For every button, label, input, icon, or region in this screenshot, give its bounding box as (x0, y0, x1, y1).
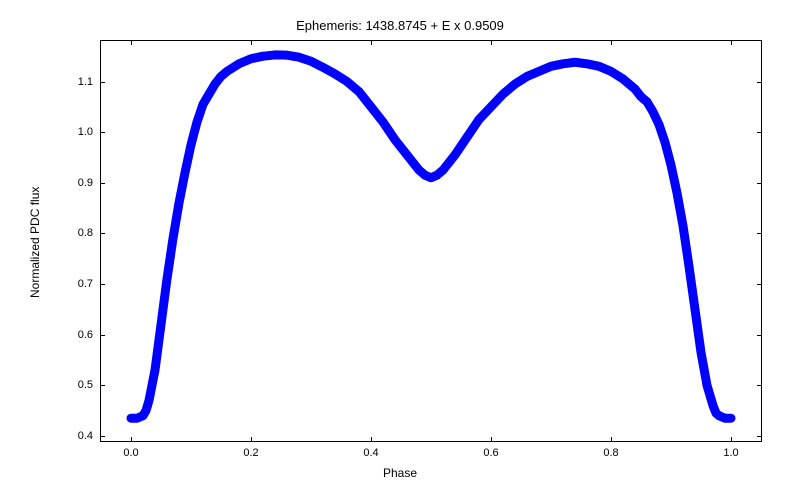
y-tick (757, 183, 762, 184)
y-tick (757, 436, 762, 437)
y-tick-label: 1.1 (78, 76, 101, 88)
y-tick (757, 335, 762, 336)
y-tick-label: 0.5 (78, 379, 101, 391)
x-tick (731, 40, 732, 45)
x-tick-label: 1.0 (723, 441, 738, 459)
x-tick-label: 0.2 (243, 441, 258, 459)
x-tick-label: 0.6 (483, 441, 498, 459)
x-tick (371, 40, 372, 45)
chart-title: Ephemeris: 1438.8745 + E x 0.9509 (0, 18, 800, 33)
x-tick (251, 40, 252, 45)
y-tick-label: 0.8 (78, 227, 101, 239)
x-tick-label: 0.8 (603, 441, 618, 459)
lightcurve-line (101, 41, 761, 441)
x-tick (131, 40, 132, 45)
y-tick (757, 233, 762, 234)
x-tick (491, 40, 492, 45)
y-tick (757, 82, 762, 83)
y-tick-label: 1.0 (78, 126, 101, 138)
plot-area: 0.40.50.60.70.80.91.01.10.00.20.40.60.81… (100, 40, 762, 442)
x-tick (611, 40, 612, 45)
y-tick-label: 0.4 (78, 430, 101, 442)
y-tick (757, 284, 762, 285)
figure: Ephemeris: 1438.8745 + E x 0.9509 0.40.5… (0, 0, 800, 500)
y-tick-label: 0.6 (78, 329, 101, 341)
x-tick-label: 0.0 (123, 441, 138, 459)
y-axis-label: Normalized PDC flux (28, 187, 42, 298)
x-tick-label: 0.4 (363, 441, 378, 459)
y-tick-label: 0.7 (78, 278, 101, 290)
x-axis-label: Phase (0, 466, 800, 480)
y-tick (757, 385, 762, 386)
y-tick-label: 0.9 (78, 177, 101, 189)
y-tick (757, 132, 762, 133)
